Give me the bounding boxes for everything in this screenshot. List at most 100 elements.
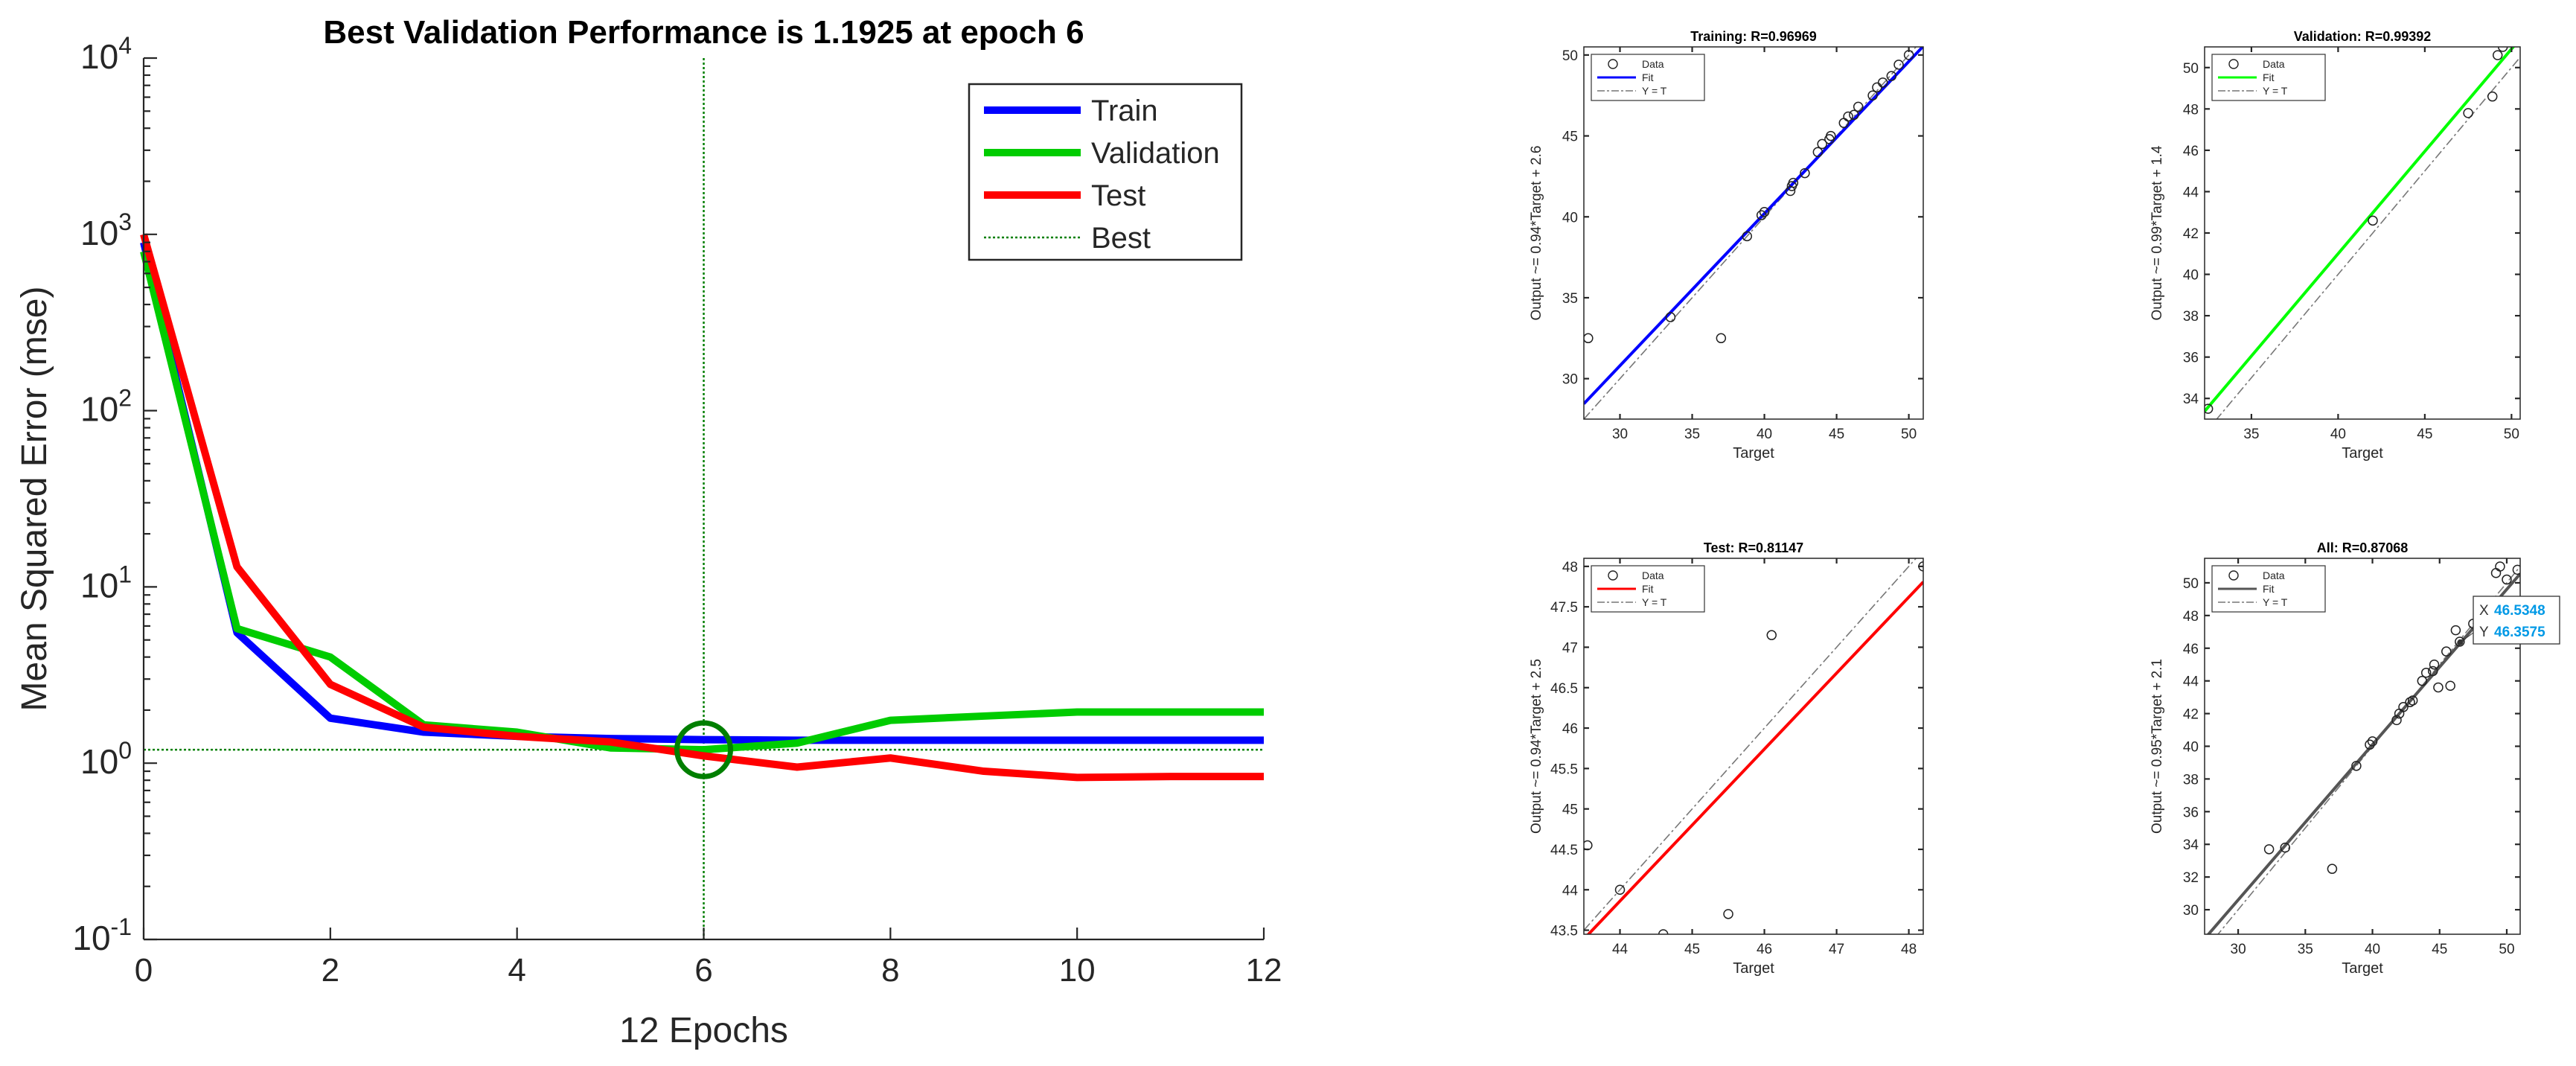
y-tick-label: 101: [80, 561, 132, 604]
data-point: [2495, 561, 2505, 572]
legend-label-identity: Y = T: [2263, 596, 2288, 608]
legend-label-validation: Validation: [1091, 137, 1220, 170]
regression-plot-all: All: R=0.87068 30 35 40 45 50 30 32 34 36 38 40 42 44…: [2150, 540, 2560, 977]
regression-title: Validation: R=0.99392: [2294, 29, 2432, 44]
data-point: [2420, 667, 2432, 678]
data-point: [1756, 210, 1767, 220]
regression-plot-validation: Validation: R=0.99392 35 40 45 50 34 36 38 40 42 4…: [2150, 29, 2521, 462]
y-tick-label: 45.5: [1550, 762, 1578, 777]
y-tick-label: 50: [1562, 48, 1578, 64]
x-tick-label: 30: [1612, 427, 1628, 442]
y-tick-exponent: -1: [111, 913, 132, 940]
y-tick-label: 46: [1562, 721, 1578, 737]
y-tick-label: 42: [2183, 226, 2199, 242]
legend-label-fit: Fit: [2263, 583, 2275, 595]
y-tick-base: 10: [80, 214, 118, 252]
data-point: [2280, 842, 2291, 853]
best-point-circle: [674, 720, 733, 779]
data-point: [1843, 111, 1853, 122]
y-axis-label: Output ~= 0.95*Target + 2.1: [2150, 659, 2165, 834]
y-tick-label: 45: [1562, 802, 1578, 818]
y-tick-label: 42: [2183, 707, 2199, 723]
data-point: [1665, 312, 1676, 322]
series-line-train: [140, 241, 1264, 744]
datatip-marker: [2457, 639, 2464, 645]
x-tick-label: 45: [2432, 942, 2447, 957]
y-tick-label: 35: [1562, 291, 1578, 307]
y-tick-label: 36: [2183, 351, 2199, 366]
y-tick-label: 32: [2183, 870, 2199, 886]
x-tick-label: 47: [1829, 942, 1844, 957]
x-tick-label: 40: [2365, 942, 2380, 957]
datatip-box: [2473, 596, 2560, 645]
performance-title: Best Validation Performance is 1.1925 at…: [323, 14, 1084, 51]
x-tick-label: 2: [322, 952, 339, 989]
x-tick-label: 8: [881, 952, 899, 989]
y-tick-label: 44.5: [1550, 843, 1578, 858]
data-point: [1886, 71, 1897, 81]
data-point: [2455, 636, 2465, 647]
legend-label-data: Data: [1642, 569, 1664, 581]
data-point: [1766, 630, 1777, 640]
y-tick-label: 46.5: [1550, 681, 1578, 697]
x-tick-label: 35: [2243, 427, 2259, 442]
datatip-y-label: Y: [2479, 625, 2489, 640]
y-tick-label: 44: [2183, 185, 2199, 200]
regression-title: All: R=0.87068: [2317, 540, 2409, 555]
x-tick-label: 50: [1901, 427, 1917, 442]
data-point: [2463, 108, 2473, 118]
y-tick-label: 102: [80, 385, 132, 429]
x-tick-label: 0: [135, 952, 153, 989]
data-point: [2487, 91, 2498, 102]
fit-line: [1584, 47, 1923, 405]
data-point: [1893, 60, 1904, 70]
data-point: [2450, 625, 2461, 636]
series-line-validation: [140, 250, 1264, 754]
y-tick-label: 48: [2183, 609, 2199, 625]
legend-swatch-data: [2228, 570, 2239, 581]
data-point: [2365, 739, 2375, 750]
data-point: [1817, 138, 1827, 150]
data-point: [2492, 50, 2503, 60]
datatip-x-label: X: [2479, 603, 2489, 619]
x-axis-label: Target: [2342, 960, 2383, 977]
y-tick-base: 10: [80, 37, 118, 76]
data-point: [1867, 90, 1878, 100]
y-tick-exponent: 0: [118, 737, 132, 764]
legend-label-best: Best: [1091, 222, 1151, 255]
y-axis-label: Output ~= 0.94*Target + 2.5: [1529, 659, 1544, 834]
plot-frame: [1583, 46, 1924, 420]
y-tick-label: 30: [1562, 372, 1578, 388]
legend-label-fit: Fit: [1642, 583, 1654, 595]
x-tick-label: 50: [2499, 942, 2514, 957]
datatip-x-value: 46.5348: [2494, 603, 2545, 619]
y-tick-label: 104: [80, 32, 132, 76]
y-tick-label: 40: [2183, 268, 2199, 284]
y-tick-base: 10: [80, 566, 118, 604]
data-point: [1853, 101, 1864, 112]
y-tick-base: 10: [72, 919, 110, 957]
legend-label-test: Test: [1091, 179, 1145, 212]
legend-label-fit: Fit: [2263, 71, 2275, 83]
fit-line: [1586, 581, 1923, 934]
legend-label-identity: Y = T: [2263, 85, 2288, 97]
y-axis-label: Output ~= 0.99*Target + 1.4: [2150, 145, 2165, 320]
regression-title: Test: R=0.81147: [1704, 540, 1803, 555]
x-tick-label: 45: [1684, 942, 1700, 957]
data-point: [1800, 167, 1810, 179]
y-tick-exponent: 3: [118, 208, 132, 235]
y-tick-base: 10: [80, 390, 118, 429]
datatip: X 46.5348 Y 46.3575: [2457, 596, 2560, 645]
x-tick-label: 30: [2231, 942, 2246, 957]
regression-plot-test: Test: R=0.81147 44 45 46 47 48 43.5 44 44.5 45 45.…: [1529, 540, 1924, 977]
plot-frame: [1583, 558, 1924, 935]
data-point: [2497, 47, 2508, 52]
y-tick-label: 48: [2183, 102, 2199, 118]
data-point: [2327, 864, 2338, 874]
x-tick-label: 10: [1059, 952, 1096, 989]
y-tick-exponent: 1: [118, 561, 132, 587]
y-tick-label: 38: [2183, 309, 2199, 325]
